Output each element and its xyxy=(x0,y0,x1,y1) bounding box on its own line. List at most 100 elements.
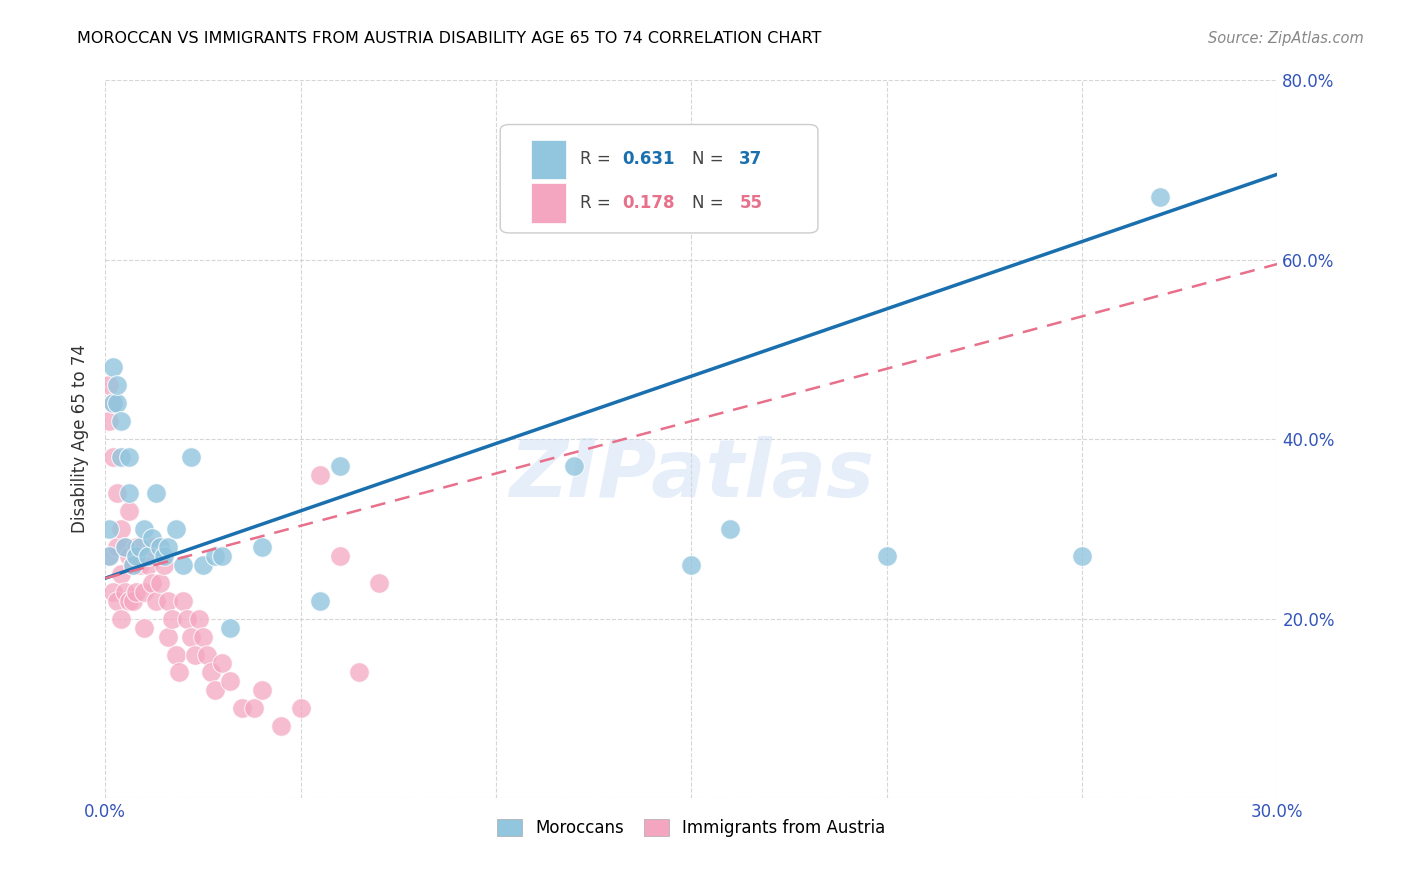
Point xyxy=(309,593,332,607)
Point xyxy=(98,549,121,563)
Point xyxy=(172,593,194,607)
Point xyxy=(156,540,179,554)
Point xyxy=(188,611,211,625)
Point xyxy=(145,593,167,607)
Point xyxy=(121,593,143,607)
Point xyxy=(176,611,198,625)
Point xyxy=(219,674,242,689)
Point xyxy=(204,683,226,698)
Point xyxy=(347,665,370,680)
Point xyxy=(114,584,136,599)
Point xyxy=(211,657,233,671)
Point xyxy=(101,450,124,464)
Text: R =: R = xyxy=(579,151,616,169)
Point xyxy=(136,549,159,563)
Point xyxy=(681,558,703,572)
Point xyxy=(118,450,141,464)
Point xyxy=(1149,189,1171,203)
Point xyxy=(141,575,163,590)
Y-axis label: Disability Age 65 to 74: Disability Age 65 to 74 xyxy=(72,344,89,533)
Point xyxy=(329,458,352,473)
Point xyxy=(562,458,585,473)
Point xyxy=(191,558,214,572)
Point xyxy=(180,450,202,464)
Point xyxy=(101,396,124,410)
Point xyxy=(110,414,132,428)
Point xyxy=(153,558,176,572)
Point xyxy=(134,621,156,635)
Point xyxy=(191,630,214,644)
Text: 0.178: 0.178 xyxy=(621,194,675,212)
Point xyxy=(195,648,218,662)
Point xyxy=(110,611,132,625)
Text: Source: ZipAtlas.com: Source: ZipAtlas.com xyxy=(1208,31,1364,46)
Point xyxy=(169,665,191,680)
Bar xyxy=(530,183,565,223)
Text: R =: R = xyxy=(579,194,616,212)
Point xyxy=(184,648,207,662)
Point xyxy=(125,540,148,554)
Point xyxy=(156,630,179,644)
Point xyxy=(250,540,273,554)
Point xyxy=(134,584,156,599)
Point xyxy=(270,719,292,733)
Point xyxy=(98,522,121,536)
Point xyxy=(105,396,128,410)
Point xyxy=(290,701,312,715)
Point xyxy=(136,558,159,572)
Point xyxy=(160,611,183,625)
Legend: Moroccans, Immigrants from Austria: Moroccans, Immigrants from Austria xyxy=(491,813,893,844)
Point xyxy=(141,540,163,554)
Point xyxy=(231,701,253,715)
Point xyxy=(200,665,222,680)
Point xyxy=(141,531,163,545)
Point xyxy=(242,701,264,715)
Point xyxy=(125,549,148,563)
Point xyxy=(149,575,172,590)
Point xyxy=(101,584,124,599)
Text: 0.631: 0.631 xyxy=(621,151,675,169)
Point xyxy=(309,467,332,482)
Point xyxy=(121,558,143,572)
Point xyxy=(110,450,132,464)
Point xyxy=(156,593,179,607)
Point xyxy=(129,558,152,572)
Point xyxy=(876,549,898,563)
Point xyxy=(1071,549,1094,563)
Point xyxy=(110,522,132,536)
Point xyxy=(149,540,172,554)
Text: ZIPatlas: ZIPatlas xyxy=(509,436,873,514)
Text: N =: N = xyxy=(693,194,730,212)
Point xyxy=(118,486,141,500)
Point xyxy=(101,396,124,410)
Point xyxy=(105,378,128,392)
FancyBboxPatch shape xyxy=(501,125,818,233)
Point xyxy=(118,593,141,607)
Point xyxy=(367,575,389,590)
Point xyxy=(98,414,121,428)
Point xyxy=(172,558,194,572)
Point xyxy=(118,504,141,518)
Point xyxy=(105,540,128,554)
Point xyxy=(110,566,132,581)
Point xyxy=(329,549,352,563)
Point xyxy=(114,540,136,554)
Point xyxy=(98,378,121,392)
Text: 37: 37 xyxy=(740,151,762,169)
Point xyxy=(125,584,148,599)
Point xyxy=(129,540,152,554)
Point xyxy=(134,522,156,536)
Bar xyxy=(530,139,565,179)
Text: N =: N = xyxy=(693,151,730,169)
Point xyxy=(105,593,128,607)
Point xyxy=(165,648,187,662)
Point xyxy=(211,549,233,563)
Point xyxy=(219,621,242,635)
Point xyxy=(153,549,176,563)
Point xyxy=(165,522,187,536)
Point xyxy=(250,683,273,698)
Point xyxy=(105,486,128,500)
Point xyxy=(121,558,143,572)
Point xyxy=(145,486,167,500)
Text: 55: 55 xyxy=(740,194,762,212)
